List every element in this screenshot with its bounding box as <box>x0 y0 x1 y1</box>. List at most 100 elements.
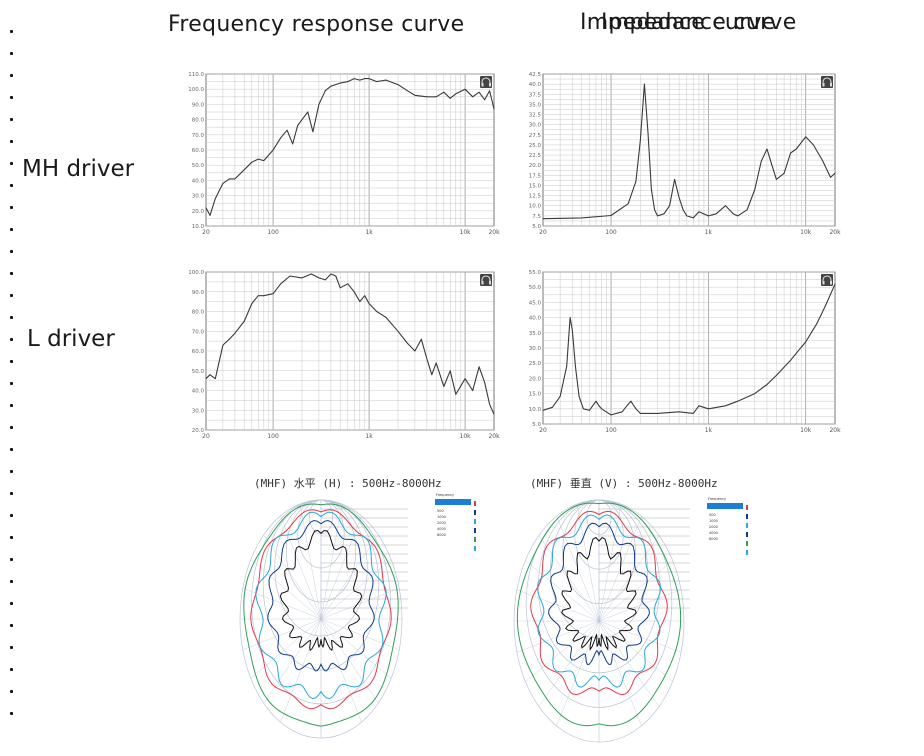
data-point <box>775 374 777 376</box>
legend-title: Frequency <box>436 493 454 497</box>
data-point <box>318 277 320 279</box>
frequency-response-header: Frequency response curve <box>168 12 465 37</box>
polar-chart-horizontal <box>239 499 408 739</box>
polar-series-line <box>516 502 682 727</box>
data-point <box>324 90 326 92</box>
y-tick-label: 50.0 <box>529 285 542 291</box>
x-tick-label: 20 <box>539 427 547 434</box>
data-point <box>542 409 544 411</box>
data-point <box>431 374 433 376</box>
x-tick-label: 100 <box>605 229 617 236</box>
data-point <box>339 287 341 289</box>
data-point <box>775 178 777 180</box>
polar-title-vertical: (MHF) 垂直 (V) : 500Hz-8000Hz <box>530 477 718 490</box>
data-point <box>263 295 265 297</box>
data-point <box>449 97 451 99</box>
data-point <box>364 78 366 79</box>
polar-grid-spoke <box>242 618 322 650</box>
data-point <box>816 323 818 325</box>
data-point <box>234 332 236 334</box>
data-point <box>397 84 399 86</box>
data-point <box>292 143 294 145</box>
data-point <box>426 96 428 98</box>
data-point <box>610 414 612 416</box>
data-point <box>581 217 583 219</box>
y-tick-label: 60.0 <box>192 349 205 355</box>
data-point <box>663 213 665 215</box>
legend-swatch <box>746 532 748 537</box>
data-point <box>805 136 807 138</box>
y-tick-label: 55.0 <box>529 270 542 276</box>
x-tick-label: 20 <box>539 229 547 236</box>
y-tick-label: 7.5 <box>532 214 541 220</box>
polar-grid-spoke <box>598 620 660 707</box>
data-point <box>339 82 341 84</box>
x-tick-label: 1k <box>365 433 373 440</box>
polar-series-line <box>255 511 387 700</box>
data-point <box>376 311 378 312</box>
polar-grid-spoke <box>320 515 362 620</box>
data-point <box>639 412 641 414</box>
y-tick-label: 17.5 <box>529 173 542 179</box>
data-point <box>385 317 387 318</box>
legend-entry-label: 1000 <box>437 515 446 519</box>
y-tick-label: 50.0 <box>192 163 205 169</box>
data-point <box>359 79 361 81</box>
data-point <box>464 88 466 90</box>
data-point <box>651 189 652 190</box>
x-tick-label: 10k <box>800 229 812 236</box>
data-point <box>318 104 320 105</box>
x-tick-label: 20k <box>829 427 841 434</box>
y-tick-label: 90.0 <box>192 102 205 108</box>
data-point <box>364 295 366 297</box>
data-point <box>635 181 637 182</box>
data-point <box>783 172 785 174</box>
data-point <box>289 275 291 277</box>
row-label-mh-driver: MH driver <box>22 156 135 182</box>
mh-impedance-chart: 42.5 40.0 37.5 35.0 32.5 30.0 27.5 25.0 22.5 20.0… <box>529 72 841 236</box>
data-point <box>347 81 349 82</box>
legend-swatch <box>474 537 476 542</box>
data-point <box>368 303 370 304</box>
polar-grid-spoke <box>538 535 600 622</box>
data-point <box>707 408 709 410</box>
y-tick-label: 100.0 <box>188 270 204 276</box>
data-point <box>335 275 337 277</box>
data-point <box>639 140 641 142</box>
data-point <box>272 149 274 151</box>
l-frequency-response-chart: 100.0 90.0 80.0 70.0 60.0 50.0 40.0 30.0 20.020 1… <box>188 270 500 440</box>
data-point <box>397 330 399 332</box>
data-point <box>234 178 236 180</box>
polar-grid-spoke <box>320 618 400 650</box>
data-point <box>301 277 303 279</box>
data-point <box>669 205 671 207</box>
headphone-icon <box>480 76 492 88</box>
data-point <box>834 283 836 285</box>
polar-grid-spoke <box>516 620 600 653</box>
y-tick-label: 80.0 <box>192 310 205 316</box>
data-point <box>257 295 259 297</box>
y-tick-label: 15.0 <box>529 392 542 398</box>
y-tick-label: 20.0 <box>192 209 205 215</box>
data-point <box>493 108 495 110</box>
data-point <box>478 91 480 93</box>
polar-grid-spoke <box>598 620 682 653</box>
dotted-left-border <box>10 0 24 756</box>
polar-grid-spoke <box>320 534 379 620</box>
x-tick-label: 100 <box>267 229 279 236</box>
y-tick-label: 32.5 <box>529 113 542 119</box>
data-point <box>635 408 637 410</box>
x-tick-label: 20 <box>202 229 210 236</box>
polar-grid-spoke <box>320 559 392 620</box>
data-point <box>257 158 259 160</box>
data-point <box>552 406 553 408</box>
y-tick-label: 110.0 <box>188 72 204 78</box>
data-point <box>601 408 603 410</box>
data-point <box>310 273 312 275</box>
legend-swatch <box>746 514 748 519</box>
x-tick-label: 20k <box>488 229 500 236</box>
data-point <box>766 384 768 385</box>
data-point <box>692 217 694 219</box>
data-point <box>574 365 576 367</box>
polar-legend-horizontal: Frequency 500 1000 2000 4000 8000 <box>435 493 476 551</box>
